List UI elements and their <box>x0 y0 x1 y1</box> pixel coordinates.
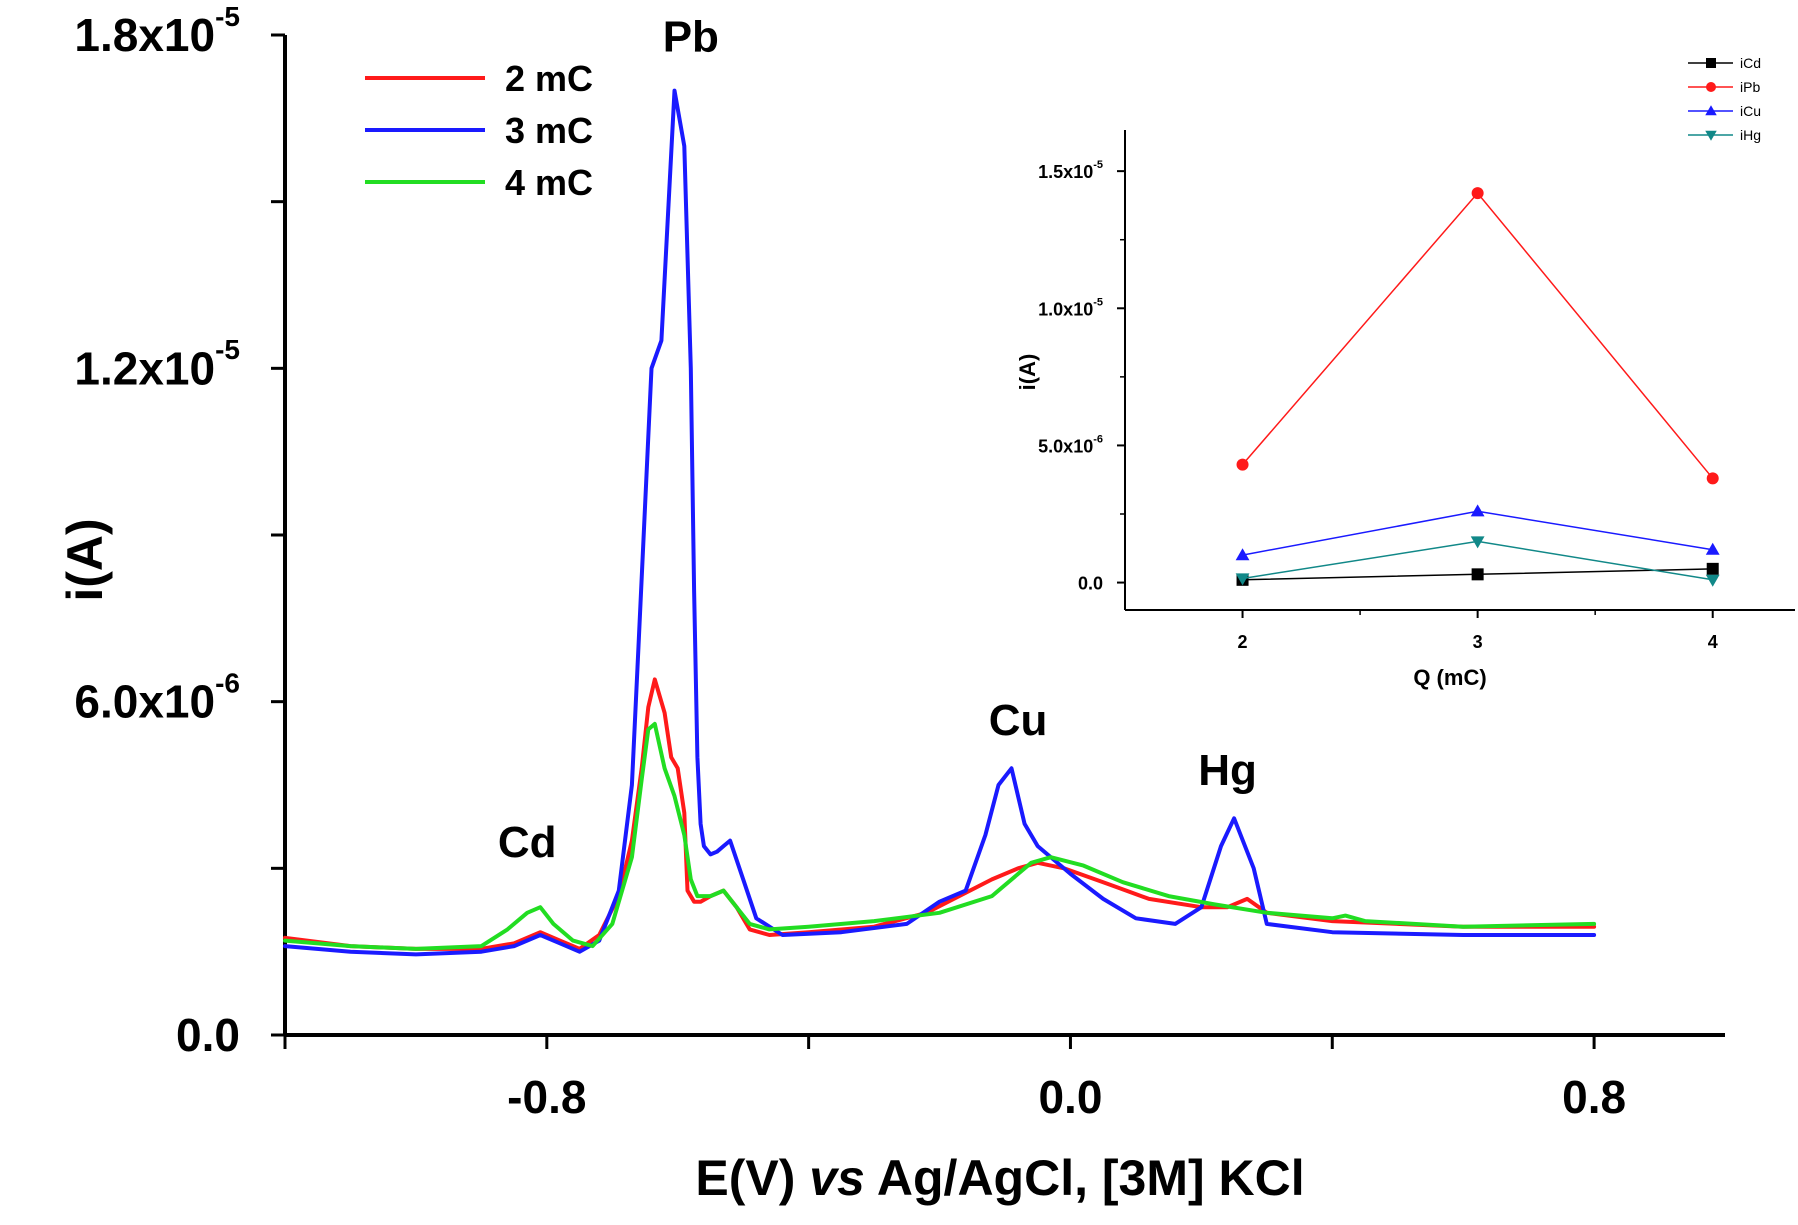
inset-legend-label-icd: iCd <box>1740 55 1761 71</box>
inset-line-ipb <box>1241 191 1714 479</box>
series-line-2-mc <box>283 677 1597 951</box>
inset-point-icu <box>1705 542 1720 555</box>
inset-series-ihg <box>1235 536 1720 587</box>
inset-y-tick-label: 5.0x10-6 <box>1038 434 1103 457</box>
inset-series-ipb <box>1236 187 1719 485</box>
inset-point-icu <box>1235 548 1250 561</box>
legend-label-2-mc: 2 mC <box>505 58 593 99</box>
inset-x-tick-label: 4 <box>1708 632 1718 652</box>
peak-label-cu: Cu <box>989 696 1048 745</box>
inset-point-ihg <box>1470 536 1485 549</box>
main-legend: 2 mC 3 mC 4 mC <box>365 58 593 203</box>
series-line-4-mc <box>283 721 1597 951</box>
series-line-3-mc <box>283 88 1597 957</box>
peak-label-cd: Cd <box>498 818 557 867</box>
inset-legend-marker-icd <box>1706 58 1716 68</box>
inset-legend-marker-icu <box>1705 105 1717 116</box>
inset-point-icu <box>1470 504 1485 517</box>
peak-label-hg: Hg <box>1198 746 1257 795</box>
main-y-tick-label: 1.2x10-5 <box>74 334 240 394</box>
main-x-tick-label: 0.8 <box>1562 1071 1626 1123</box>
inset-point-ihg <box>1235 573 1250 586</box>
legend-label-4-mc: 4 mC <box>505 162 593 203</box>
main-x-tick-label: 0.0 <box>1038 1071 1102 1123</box>
inset-plot: 2 3 4 0.0 5.0x10-6 1.0x10-5 1.5x10-5 Q (mC) i(A) <box>1015 130 1795 690</box>
inset-legend-label-ipb: iPb <box>1740 79 1760 95</box>
inset-x-axis-title: Q (mC) <box>1413 665 1486 690</box>
inset-legend-label-ihg: iHg <box>1740 127 1761 143</box>
main-y-tick-label: 1.8x10-5 <box>74 1 240 61</box>
inset-legend: iCd iPb iCu iHg <box>1688 55 1761 143</box>
inset-point-ihg <box>1705 574 1720 587</box>
legend-label-3-mc: 3 mC <box>505 110 593 151</box>
main-y-tick-label: 6.0x10-6 <box>74 667 240 727</box>
inset-y-tick-label: 1.5x10-5 <box>1038 159 1103 182</box>
main-x-axis-title: E(V) vs Ag/AgCl, [3M] KCl <box>695 1150 1304 1206</box>
inset-point-icd <box>1706 562 1719 575</box>
main-axes: -0.8 0.0 0.8 0.0 6.0x10-6 1.2x10-5 1.8x10-5 E(V… <box>57 1 1725 1206</box>
inset-point-ipb <box>1471 187 1484 200</box>
inset-y-tick-label: 0.0 <box>1078 574 1103 594</box>
main-y-axis-title: i(A) <box>57 518 113 601</box>
main-y-tick-label: 0.0 <box>176 1009 240 1061</box>
main-x-tick-label: -0.8 <box>507 1071 586 1123</box>
inset-line-icu <box>1242 510 1713 556</box>
inset-legend-label-icu: iCu <box>1740 103 1761 119</box>
inset-point-ipb <box>1236 458 1249 471</box>
inset-x-tick-label: 2 <box>1238 632 1248 652</box>
main-series-group <box>283 88 1597 957</box>
inset-legend-marker-ipb <box>1706 82 1716 92</box>
inset-point-icd <box>1471 568 1484 581</box>
inset-series-icd <box>1236 562 1719 586</box>
inset-point-ipb <box>1706 472 1719 485</box>
inset-y-tick-label: 1.0x10-5 <box>1038 296 1103 319</box>
peak-label-pb: Pb <box>663 13 719 62</box>
inset-x-tick-label: 3 <box>1473 632 1483 652</box>
inset-legend-marker-ihg <box>1705 130 1717 141</box>
inset-y-axis-title: i(A) <box>1015 354 1040 391</box>
inset-series-icu <box>1235 504 1720 561</box>
